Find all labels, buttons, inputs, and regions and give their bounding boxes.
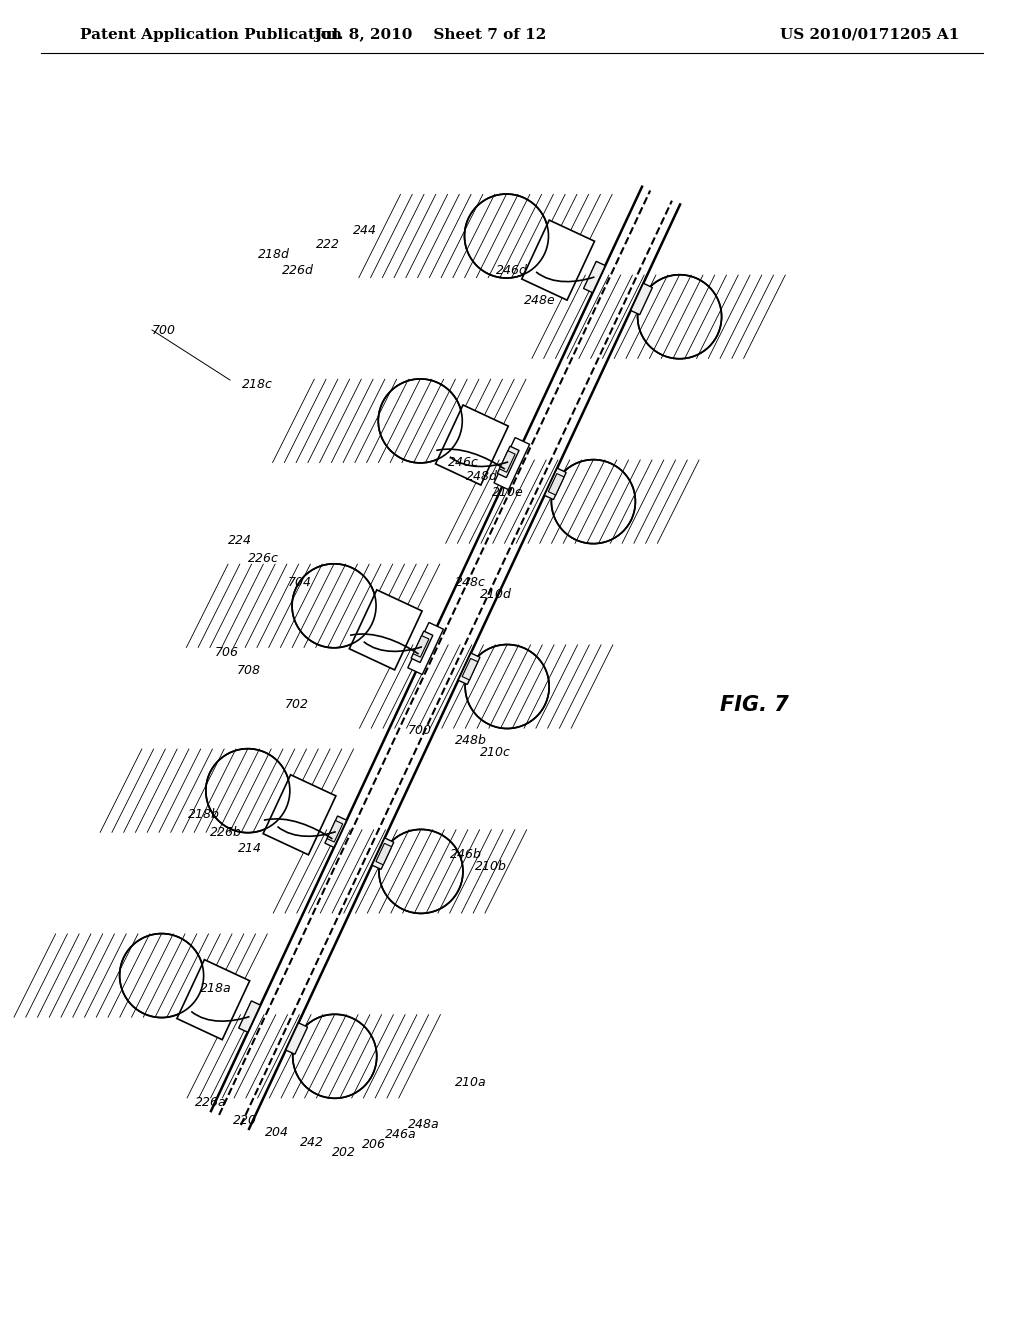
Text: 246d: 246d xyxy=(496,264,528,276)
Polygon shape xyxy=(631,284,652,314)
Polygon shape xyxy=(325,816,347,847)
Text: 204: 204 xyxy=(265,1126,289,1138)
Text: 702: 702 xyxy=(285,698,309,711)
Text: 226b: 226b xyxy=(210,826,242,840)
Text: 220: 220 xyxy=(233,1114,257,1126)
Text: FIG. 7: FIG. 7 xyxy=(720,696,788,715)
Text: 210e: 210e xyxy=(492,486,523,499)
Polygon shape xyxy=(498,446,519,478)
Circle shape xyxy=(638,275,722,359)
Text: 222: 222 xyxy=(316,239,340,252)
Circle shape xyxy=(551,459,635,544)
Text: 248b: 248b xyxy=(455,734,486,747)
Text: Patent Application Publication: Patent Application Publication xyxy=(80,28,342,42)
Polygon shape xyxy=(584,261,605,293)
Text: 248d: 248d xyxy=(466,470,498,483)
Text: 704: 704 xyxy=(288,576,312,589)
Polygon shape xyxy=(177,960,250,1040)
Circle shape xyxy=(465,194,549,279)
Text: 202: 202 xyxy=(332,1146,356,1159)
Polygon shape xyxy=(372,838,394,870)
Text: 248a: 248a xyxy=(408,1118,439,1131)
Text: 210d: 210d xyxy=(480,589,512,602)
Text: 210c: 210c xyxy=(480,746,511,759)
Text: 218d: 218d xyxy=(258,248,290,261)
Polygon shape xyxy=(327,821,343,842)
Text: 246b: 246b xyxy=(450,849,482,862)
Circle shape xyxy=(120,933,204,1018)
Polygon shape xyxy=(286,1023,307,1055)
Circle shape xyxy=(206,748,290,833)
Polygon shape xyxy=(549,474,564,495)
Text: 248c: 248c xyxy=(455,577,485,590)
Circle shape xyxy=(378,379,462,463)
Circle shape xyxy=(293,1014,377,1098)
Polygon shape xyxy=(435,405,508,484)
Text: 210b: 210b xyxy=(475,861,507,874)
Circle shape xyxy=(379,829,463,913)
Text: 700: 700 xyxy=(152,323,176,337)
Text: 248e: 248e xyxy=(524,293,556,306)
Text: 206: 206 xyxy=(362,1138,386,1151)
Polygon shape xyxy=(263,775,336,855)
Text: 214: 214 xyxy=(238,842,262,854)
Text: US 2010/0171205 A1: US 2010/0171205 A1 xyxy=(780,28,959,42)
Text: 246c: 246c xyxy=(449,455,479,469)
Polygon shape xyxy=(414,636,429,657)
Text: 218c: 218c xyxy=(242,379,272,392)
Polygon shape xyxy=(239,1001,260,1032)
Circle shape xyxy=(465,644,549,729)
Polygon shape xyxy=(462,659,478,680)
Text: 708: 708 xyxy=(237,664,261,676)
Text: 706: 706 xyxy=(215,645,239,659)
Text: 226a: 226a xyxy=(195,1096,226,1109)
Text: 244: 244 xyxy=(353,223,377,236)
Text: 246a: 246a xyxy=(385,1129,417,1142)
Text: 218b: 218b xyxy=(188,808,220,821)
Polygon shape xyxy=(500,450,515,473)
Polygon shape xyxy=(376,843,391,865)
Polygon shape xyxy=(545,469,566,499)
Text: 700: 700 xyxy=(408,723,432,737)
Text: 210a: 210a xyxy=(455,1076,486,1089)
Text: Jul. 8, 2010    Sheet 7 of 12: Jul. 8, 2010 Sheet 7 of 12 xyxy=(314,28,546,42)
Polygon shape xyxy=(494,437,529,490)
Text: 242: 242 xyxy=(300,1135,324,1148)
Polygon shape xyxy=(411,631,433,663)
Polygon shape xyxy=(458,653,480,685)
Polygon shape xyxy=(408,623,443,675)
Circle shape xyxy=(292,564,376,648)
Text: 226d: 226d xyxy=(282,264,314,276)
Text: 226c: 226c xyxy=(248,552,279,565)
Polygon shape xyxy=(349,590,422,671)
Text: 224: 224 xyxy=(228,533,252,546)
Text: 218a: 218a xyxy=(200,982,231,994)
Polygon shape xyxy=(522,220,595,300)
